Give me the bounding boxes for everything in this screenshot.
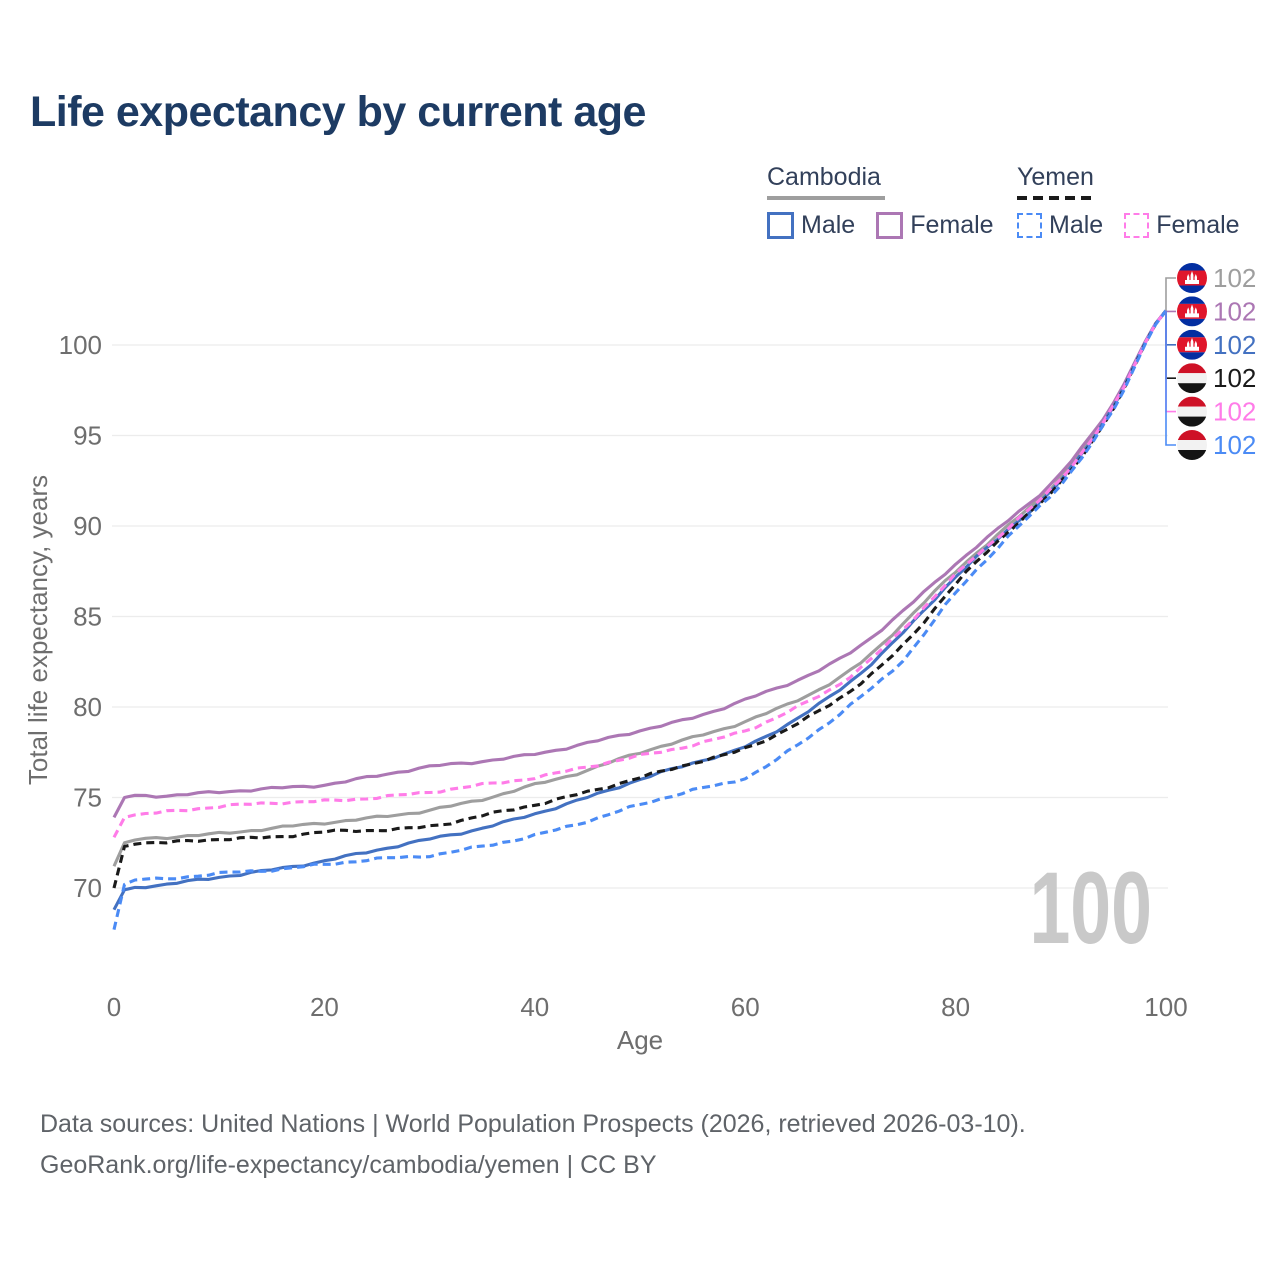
end-label-connector-cambodia-female	[1165, 310, 1176, 313]
y-axis-title: Total life expectancy, years	[23, 475, 53, 785]
y-tick-70: 70	[73, 873, 102, 903]
x-tick-40: 40	[520, 992, 549, 1022]
end-label-value-cambodia-female[interactable]: 102	[1213, 296, 1256, 326]
cambodia-line-style-swatch	[767, 196, 885, 200]
cambodia-flag-icon	[1177, 296, 1207, 327]
x-tick-20: 20	[310, 992, 339, 1022]
y-tick-90: 90	[73, 511, 102, 541]
yemen-female-label: Female	[1156, 211, 1240, 239]
end-label-connector-yemen-female	[1165, 310, 1176, 413]
data-sources-line1: Data sources: United Nations | World Pop…	[40, 1110, 1026, 1138]
yemen-male-checkbox[interactable]	[1017, 213, 1042, 238]
end-label-connector-cambodia-all	[1165, 277, 1176, 311]
end-label-value-yemen-male[interactable]: 102	[1213, 430, 1256, 460]
cambodia-flag-icon	[1177, 329, 1207, 360]
yemen-male-label: Male	[1049, 211, 1104, 239]
yemen-flag-icon	[1177, 430, 1207, 460]
legend-country-cambodia[interactable]: Cambodia	[767, 163, 881, 191]
legend-group-yemen: Yemen Male Female	[1017, 163, 1261, 240]
end-label-connector-yemen-male	[1165, 310, 1176, 446]
series-line-yemen-all[interactable]	[112, 309, 1168, 889]
end-label-value-yemen-female[interactable]: 102	[1213, 397, 1256, 427]
cambodia-male-label: Male	[801, 211, 856, 239]
yemen-flag-icon	[1177, 396, 1207, 427]
x-tick-100: 100	[1144, 992, 1187, 1022]
cambodia-female-checkbox[interactable]	[876, 212, 904, 239]
y-tick-80: 80	[73, 692, 102, 722]
end-label-value-yemen-all[interactable]: 102	[1213, 363, 1256, 393]
legend-group-cambodia: Cambodia Male Female	[767, 163, 1015, 240]
series-line-cambodia-female[interactable]	[112, 309, 1168, 819]
current-age-watermark: 100	[1029, 851, 1152, 965]
x-axis-title: Age	[617, 1025, 663, 1055]
x-tick-0: 0	[107, 992, 121, 1022]
cambodia-female-label: Female	[910, 211, 994, 239]
y-tick-100: 100	[59, 330, 102, 360]
y-tick-95: 95	[73, 421, 102, 451]
y-tick-85: 85	[73, 602, 102, 632]
series-line-cambodia-male[interactable]	[112, 309, 1168, 911]
x-tick-60: 60	[731, 992, 760, 1022]
series-line-cambodia-all[interactable]	[112, 309, 1168, 867]
yemen-female-checkbox[interactable]	[1124, 213, 1150, 238]
series-line-yemen-male[interactable]	[112, 309, 1168, 930]
data-sources: Data sources: United Nations | World Pop…	[40, 1104, 1026, 1186]
end-label-value-cambodia-male[interactable]: 102	[1213, 330, 1256, 360]
yemen-flag-icon	[1177, 363, 1207, 394]
legend-country-yemen[interactable]: Yemen	[1017, 163, 1094, 191]
end-label-value-cambodia-all[interactable]: 102	[1213, 263, 1256, 293]
x-tick-80: 80	[941, 992, 970, 1022]
cambodia-male-checkbox[interactable]	[767, 212, 794, 239]
series-line-yemen-female[interactable]	[112, 309, 1168, 839]
data-sources-line2[interactable]: GeoRank.org/life-expectancy/cambodia/yem…	[40, 1151, 657, 1179]
cambodia-flag-icon	[1177, 263, 1207, 293]
end-label-connector-cambodia-male	[1165, 310, 1176, 346]
yemen-line-style-swatch	[1017, 196, 1097, 200]
y-tick-75: 75	[73, 783, 102, 813]
page-title: Life expectancy by current age	[30, 88, 646, 136]
